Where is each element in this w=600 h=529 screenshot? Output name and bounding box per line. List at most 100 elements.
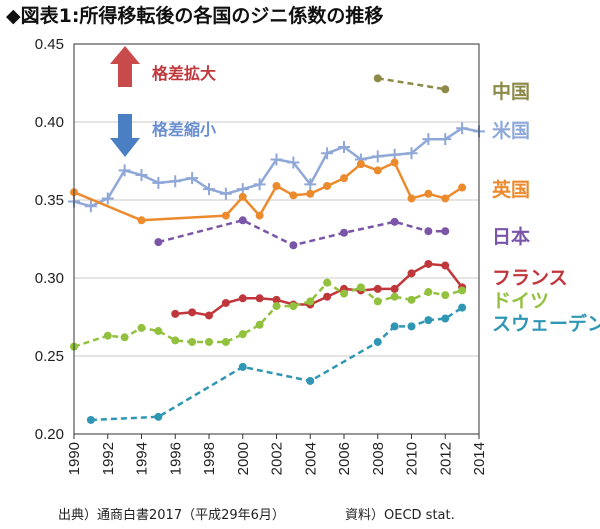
data-point [390, 158, 399, 167]
data-point [101, 192, 114, 205]
data-point [441, 291, 450, 300]
series-line [175, 262, 464, 317]
data-point [272, 302, 281, 311]
data-point [120, 333, 129, 342]
legend-label-フランス: フランス [492, 267, 568, 289]
data-point [304, 178, 317, 191]
data-point [441, 194, 450, 203]
data-point [456, 122, 469, 135]
data-point [340, 289, 348, 298]
decrease-arrow-icon [110, 114, 140, 157]
data-point [238, 330, 247, 339]
legend-label-米国: 米国 [492, 119, 530, 142]
data-point [203, 183, 215, 196]
data-point [390, 284, 399, 293]
data-point [323, 181, 332, 190]
data-point [270, 153, 283, 166]
footer-data: 資料）OECD stat. [345, 508, 455, 523]
data-point [238, 362, 247, 371]
data-point [255, 211, 264, 220]
x-tick-label: 2012 [437, 442, 454, 475]
data-point [152, 176, 165, 189]
data-point [154, 412, 163, 421]
data-point [103, 331, 112, 340]
data-point [287, 156, 300, 169]
y-tick-label: 0.30 [35, 270, 64, 287]
y-tick-label: 0.25 [35, 348, 64, 365]
series-日本 [154, 216, 450, 250]
data-point [135, 169, 148, 182]
legend-label-中国: 中国 [492, 80, 530, 103]
data-point [371, 150, 384, 163]
data-point [373, 297, 382, 306]
data-point [373, 74, 382, 83]
series-ドイツ [70, 278, 467, 351]
grid [74, 43, 479, 435]
data-point [238, 192, 247, 201]
data-point [272, 295, 281, 304]
data-point [356, 283, 365, 292]
data-point [373, 284, 382, 293]
data-point [255, 294, 264, 303]
y-tick-label: 0.35 [35, 192, 64, 209]
data-point [441, 227, 450, 236]
x-tick-label: 2014 [471, 442, 488, 475]
y-tick-label: 0.40 [35, 114, 64, 131]
x-tick-label: 2006 [336, 442, 353, 475]
data-point [424, 288, 433, 297]
x-tick-label: 2010 [404, 442, 421, 475]
decrease-label: 格差縮小 [152, 120, 216, 139]
data-point [137, 323, 146, 332]
data-point [338, 140, 350, 153]
data-point [405, 147, 418, 160]
plot-frame [73, 43, 480, 435]
data-point [306, 189, 315, 198]
data-point [221, 337, 230, 346]
data-point [390, 322, 399, 331]
data-point [186, 172, 199, 185]
data-point [137, 216, 146, 225]
data-point [373, 166, 382, 175]
data-point [424, 316, 433, 325]
data-point [289, 241, 298, 250]
series-line [377, 77, 446, 91]
data-point [390, 292, 399, 301]
data-point [407, 269, 416, 278]
series-中国 [373, 74, 450, 94]
x-tick-label: 2000 [235, 442, 252, 475]
increase-arrow-icon [110, 46, 140, 87]
data-point [255, 320, 264, 329]
series-group [68, 74, 485, 424]
data-point [356, 160, 365, 169]
data-point [424, 259, 433, 268]
series-line [158, 219, 446, 247]
data-point [306, 376, 315, 385]
data-point [373, 337, 382, 346]
data-point [458, 303, 467, 312]
data-point [323, 292, 332, 301]
data-point [154, 238, 163, 247]
x-tick-label: 1996 [167, 442, 184, 475]
y-tick-label: 0.20 [35, 426, 64, 443]
data-point [154, 327, 163, 336]
data-point [86, 415, 95, 424]
x-tick-label: 1994 [134, 442, 151, 475]
data-point [169, 175, 182, 188]
data-point [458, 183, 467, 192]
data-point [205, 337, 213, 346]
data-point [340, 228, 348, 237]
data-point [171, 336, 180, 345]
data-point [323, 278, 332, 287]
chart-title: ◆図表1:所得移転後の各国のジニ係数の推移 [6, 4, 383, 27]
increase-label: 格差拡大 [152, 64, 216, 83]
data-point [219, 187, 232, 200]
x-tick-label: 1992 [100, 442, 117, 475]
x-tick-label: 1990 [66, 442, 83, 475]
data-point [422, 133, 435, 146]
x-axis: 1990 1992 1994 1996 1998 2000 2002 2004 2006 2008… [66, 434, 488, 475]
data-point [188, 337, 197, 346]
data-point [253, 178, 266, 191]
series-英国 [70, 158, 467, 225]
